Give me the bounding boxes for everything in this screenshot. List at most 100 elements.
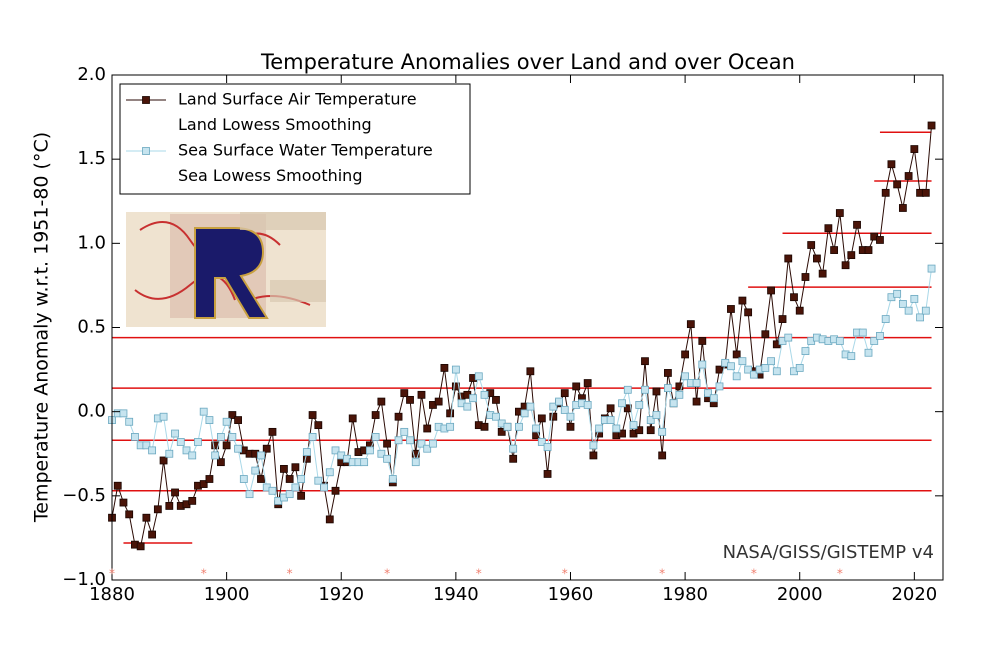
data-point bbox=[474, 372, 483, 381]
data-point bbox=[308, 411, 317, 419]
data-point bbox=[887, 160, 896, 169]
data-point bbox=[383, 454, 391, 463]
data-point bbox=[801, 273, 810, 281]
data-point bbox=[927, 121, 936, 130]
y-tick-label: 1.0 bbox=[77, 232, 106, 253]
data-point bbox=[377, 449, 386, 458]
data-point bbox=[113, 481, 122, 490]
y-tick-label: −1.0 bbox=[62, 569, 106, 590]
legend-label: Sea Surface Water Temperature bbox=[178, 141, 433, 160]
data-point bbox=[910, 294, 919, 303]
data-point bbox=[543, 470, 552, 478]
data-point bbox=[171, 488, 179, 497]
data-point bbox=[469, 394, 477, 403]
y-tick-label: 2.0 bbox=[77, 64, 106, 85]
data-point bbox=[549, 402, 558, 411]
data-point bbox=[830, 246, 839, 254]
data-point bbox=[658, 451, 667, 460]
data-point bbox=[234, 444, 242, 453]
legend: Land Surface Air Temperature Land Lowess … bbox=[119, 83, 471, 195]
data-point bbox=[537, 438, 546, 446]
data-point bbox=[686, 320, 695, 329]
data-point bbox=[646, 416, 655, 424]
data-point bbox=[394, 412, 403, 421]
data-point bbox=[618, 429, 626, 438]
data-point bbox=[400, 427, 409, 436]
source-label: NASA/GISS/GISTEMP v4 bbox=[723, 542, 934, 563]
data-point bbox=[400, 389, 409, 398]
data-point bbox=[681, 350, 690, 359]
data-point bbox=[159, 412, 168, 421]
data-point bbox=[732, 372, 741, 381]
data-point bbox=[325, 515, 334, 524]
data-point bbox=[652, 411, 661, 419]
data-point bbox=[904, 172, 913, 180]
data-point bbox=[268, 427, 277, 436]
data-point bbox=[492, 395, 500, 404]
data-point bbox=[738, 357, 747, 366]
data-point bbox=[715, 382, 724, 391]
data-point bbox=[732, 350, 741, 359]
data-point bbox=[744, 365, 753, 374]
data-point bbox=[216, 458, 225, 467]
data-point bbox=[652, 387, 661, 396]
data-point bbox=[692, 379, 701, 387]
data-point bbox=[560, 406, 569, 414]
data-point bbox=[234, 416, 242, 424]
data-point bbox=[761, 363, 770, 372]
data-point bbox=[165, 449, 174, 458]
data-point bbox=[664, 384, 672, 393]
data-point bbox=[429, 439, 437, 448]
data-point bbox=[893, 289, 902, 298]
legend-label: Land Surface Air Temperature bbox=[178, 90, 417, 109]
footnote-mark: * bbox=[109, 567, 115, 581]
data-point bbox=[853, 220, 861, 229]
data-point bbox=[199, 407, 208, 416]
data-point bbox=[383, 439, 391, 448]
chart-title: Temperature Anomalies over Land and over… bbox=[260, 50, 795, 74]
data-point bbox=[285, 490, 294, 499]
data-point bbox=[526, 402, 535, 411]
data-point bbox=[864, 246, 873, 254]
data-point bbox=[618, 399, 626, 408]
legend-label: Sea Lowess Smoothing bbox=[178, 166, 362, 185]
footnote-mark: * bbox=[287, 567, 293, 581]
data-point bbox=[910, 145, 919, 153]
data-point bbox=[749, 370, 758, 379]
data-point bbox=[291, 463, 300, 472]
y-axis-label: Temperature Anomaly w.r.t. 1951-80 (°C) bbox=[31, 132, 53, 523]
data-point bbox=[635, 401, 644, 409]
y-tick-label: 0.5 bbox=[77, 317, 106, 338]
data-point bbox=[211, 451, 220, 460]
data-point bbox=[251, 466, 260, 475]
data-point bbox=[360, 458, 369, 467]
data-point bbox=[417, 439, 426, 448]
data-point bbox=[641, 385, 649, 394]
y-tick-label: 0.0 bbox=[77, 401, 106, 422]
data-point bbox=[365, 446, 374, 455]
data-point bbox=[257, 475, 265, 483]
data-point bbox=[532, 424, 540, 433]
data-point bbox=[131, 433, 139, 441]
data-point bbox=[572, 382, 581, 391]
data-point bbox=[406, 395, 414, 404]
plot-area bbox=[108, 121, 936, 551]
x-tick-label: 2000 bbox=[777, 584, 823, 605]
x-tick-label: 1920 bbox=[318, 584, 364, 605]
data-point bbox=[807, 241, 816, 249]
data-point bbox=[440, 363, 449, 372]
data-point bbox=[228, 411, 237, 419]
data-point bbox=[784, 333, 793, 342]
data-point bbox=[606, 416, 615, 424]
data-point bbox=[492, 412, 500, 421]
data-point bbox=[417, 390, 426, 399]
footnote-mark: * bbox=[476, 567, 482, 581]
data-point bbox=[767, 286, 775, 295]
data-point bbox=[772, 367, 781, 376]
data-point bbox=[876, 236, 884, 244]
data-point bbox=[463, 402, 472, 411]
footnote-mark: * bbox=[562, 567, 568, 581]
data-point bbox=[239, 475, 248, 483]
data-point bbox=[182, 446, 191, 455]
data-point bbox=[818, 269, 827, 278]
